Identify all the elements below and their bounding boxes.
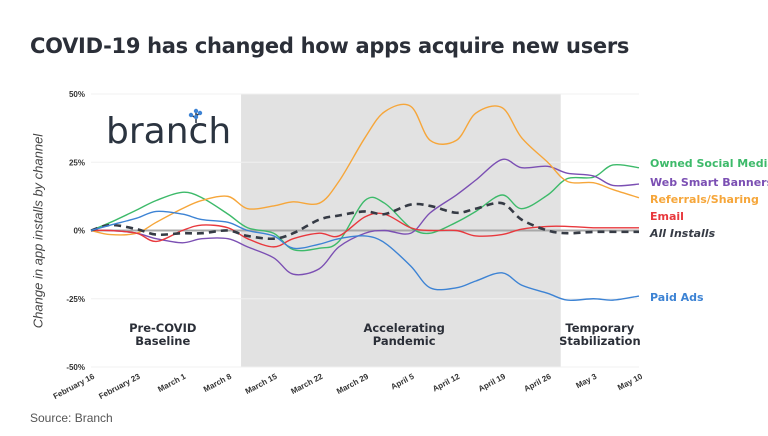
series-line-owned-social-media [90,163,640,252]
x-tick-label: March 15 [244,372,279,396]
period-label: Pre-COVID [129,321,196,335]
legend-label-owned-social-media: Owned Social Media [650,157,768,170]
period-label: Pandemic [373,334,436,348]
x-tick-label: April 5 [389,372,416,392]
x-tick-label: May 3 [574,372,598,391]
series-line-email [90,212,639,248]
x-tick-label: March 29 [335,372,370,396]
x-tick-label: February 23 [97,372,142,401]
legend-label-referrals-sharing: Referrals/Sharing [650,193,759,206]
x-tick-label: March 22 [289,372,324,396]
legend-label-web-smart-banners: Web Smart Banners [650,176,768,189]
legend-label-paid-ads: Paid Ads [650,291,704,304]
x-tick-label: March 8 [202,372,233,394]
x-tick-label: May 10 [616,372,644,393]
logo-dot [193,108,199,114]
period-label: Stabilization [559,334,641,348]
x-tick-label: April 12 [431,372,462,394]
branch-logo: branch [106,108,231,152]
series-line-all-installs [90,201,639,241]
x-tick-label: April 26 [522,372,553,394]
legend-label-email: Email [650,210,684,223]
x-tick-label: February 16 [52,372,97,401]
logo-text: branch [106,111,231,152]
y-tick-label: -25% [66,295,85,304]
period-label: Temporary [565,321,634,335]
series-line-paid-ads [90,210,640,302]
logo-dot [197,110,203,116]
period-label: Accelerating [363,321,444,335]
legend-label-all-installs: All Installs [649,227,716,240]
chart-title: COVID-19 has changed how apps acquire ne… [30,34,630,58]
y-tick-label: 50% [69,90,85,99]
source-note: Source: Branch [30,411,113,425]
y-tick-label: 25% [69,158,85,167]
series-line-referrals-sharing [90,103,640,236]
logo-dot [188,112,194,118]
y-tick-label: -50% [66,363,85,372]
series-line-web-smart-banners [90,158,640,276]
y-tick-label: 0% [73,227,85,236]
logo-dot [193,114,199,120]
period-label: Baseline [135,334,190,348]
x-tick-label: April 19 [477,372,508,394]
x-tick-label: March 1 [156,372,187,394]
